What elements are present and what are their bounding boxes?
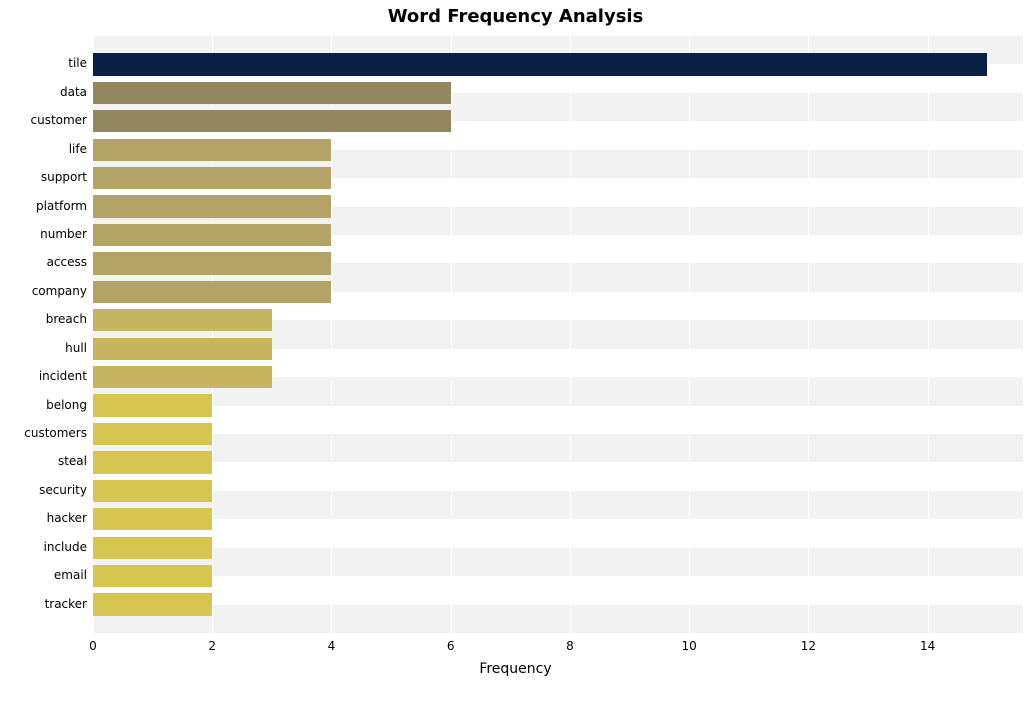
bar: [93, 537, 212, 559]
gridline: [689, 36, 690, 633]
x-tick-label: 10: [682, 639, 697, 653]
bar: [93, 309, 272, 331]
bar: [93, 423, 212, 445]
row-stripe: [93, 605, 1023, 633]
bar: [93, 508, 212, 530]
bar: [93, 565, 212, 587]
y-tick-label: tracker: [45, 597, 87, 611]
y-tick-label: number: [40, 227, 87, 241]
row-stripe: [93, 462, 1023, 490]
y-tick-label: support: [41, 170, 87, 184]
gridline: [451, 36, 452, 633]
y-tick-label: include: [44, 540, 87, 554]
y-tick-label: data: [60, 85, 87, 99]
x-tick-label: 6: [447, 639, 455, 653]
bar: [93, 195, 331, 217]
bar: [93, 82, 451, 104]
y-tick-label: access: [47, 255, 87, 269]
bar: [93, 394, 212, 416]
row-stripe: [93, 519, 1023, 547]
x-tick-label: 14: [920, 639, 935, 653]
y-tick-label: tile: [68, 56, 87, 70]
bar: [93, 139, 331, 161]
gridline: [570, 36, 571, 633]
chart-container: Word Frequency Analysis Frequency tile da…: [0, 0, 1031, 701]
x-tick-label: 12: [801, 639, 816, 653]
y-tick-label: steal: [58, 454, 87, 468]
bar: [93, 167, 331, 189]
y-tick-label: platform: [36, 199, 87, 213]
bar: [93, 281, 331, 303]
plot-area: [93, 36, 1023, 633]
row-stripe: [93, 434, 1023, 462]
y-tick-label: incident: [39, 369, 87, 383]
row-stripe: [93, 576, 1023, 604]
x-tick-label: 8: [566, 639, 574, 653]
x-tick-label: 2: [208, 639, 216, 653]
y-tick-label: breach: [46, 312, 87, 326]
bar: [93, 53, 987, 75]
bar: [93, 366, 272, 388]
y-tick-label: customer: [30, 113, 87, 127]
bar: [93, 224, 331, 246]
bar: [93, 451, 212, 473]
row-stripe: [93, 406, 1023, 434]
gridline: [928, 36, 929, 633]
bar: [93, 480, 212, 502]
bar: [93, 593, 212, 615]
bar: [93, 338, 272, 360]
y-tick-label: life: [69, 142, 87, 156]
y-tick-label: hacker: [47, 511, 87, 525]
y-tick-label: hull: [65, 341, 87, 355]
y-tick-label: email: [54, 568, 87, 582]
chart-title: Word Frequency Analysis: [0, 6, 1031, 27]
x-axis-title: Frequency: [0, 661, 1031, 677]
y-tick-label: company: [32, 284, 87, 298]
row-stripe: [93, 548, 1023, 576]
bar: [93, 252, 331, 274]
bar: [93, 110, 451, 132]
y-tick-label: belong: [46, 398, 87, 412]
x-tick-label: 0: [89, 639, 97, 653]
x-tick-label: 4: [328, 639, 336, 653]
y-tick-label: customers: [24, 426, 87, 440]
y-tick-label: security: [39, 483, 87, 497]
row-stripe: [93, 491, 1023, 519]
gridline: [808, 36, 809, 633]
